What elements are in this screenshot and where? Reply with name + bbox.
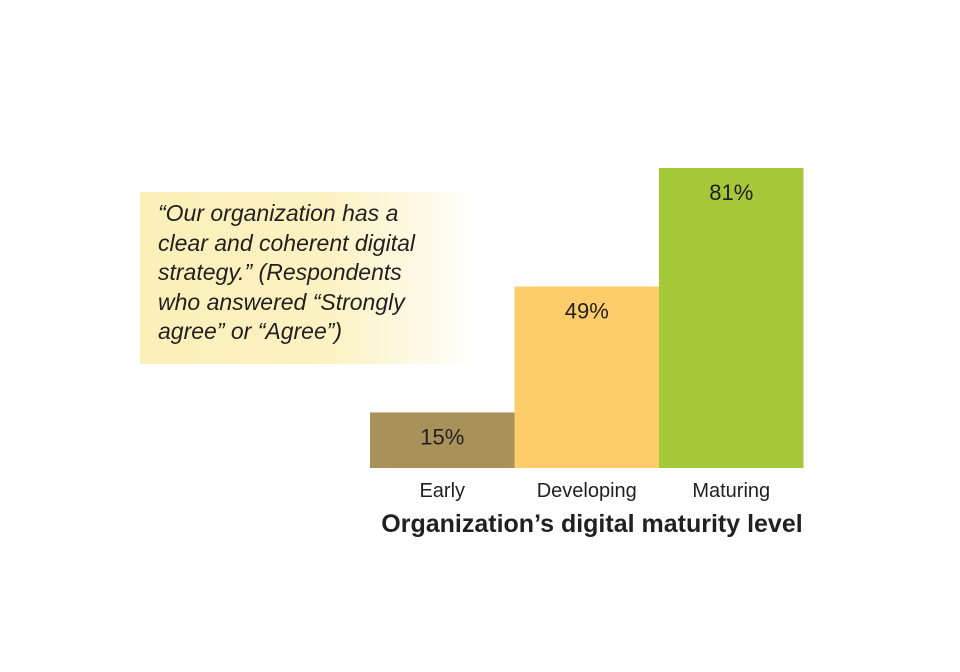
annotation-box [140, 192, 480, 364]
bar-developing [514, 286, 659, 468]
x-axis-title: Organization’s digital maturity level [381, 510, 803, 538]
data-label-developing: 49% [565, 299, 609, 324]
x-tick-label-developing: Developing [537, 480, 637, 502]
data-label-maturing: 81% [709, 180, 753, 205]
data-label-early: 15% [420, 424, 464, 449]
x-tick-label-early: Early [419, 480, 465, 502]
x-tick-label-maturing: Maturing [692, 480, 770, 502]
bar-early [370, 412, 515, 468]
annotation-text: “Our organization has a clear and cohere… [158, 200, 415, 344]
bar-maturing [659, 168, 804, 468]
